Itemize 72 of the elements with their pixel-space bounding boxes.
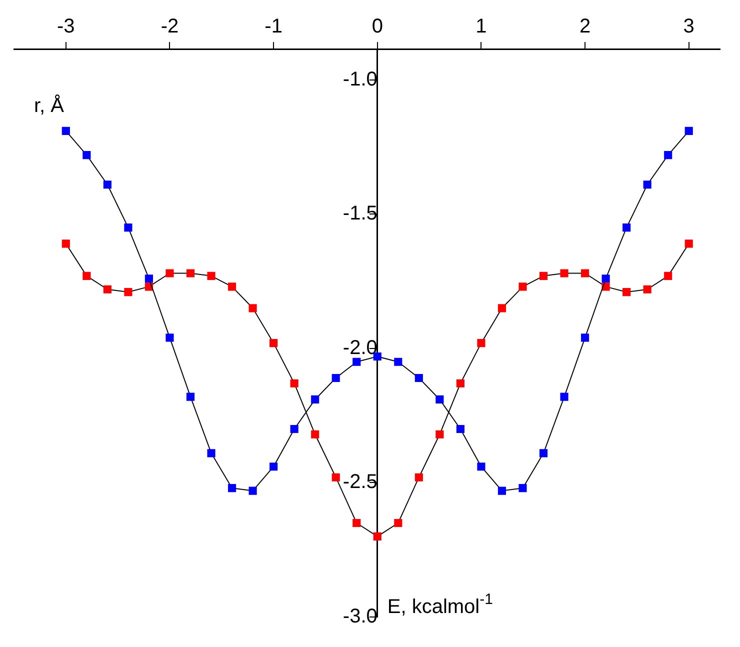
y-axis-title: r, Å — [34, 94, 65, 117]
point — [207, 449, 216, 458]
point — [643, 285, 652, 294]
point — [311, 430, 320, 438]
point — [456, 379, 464, 388]
point — [207, 272, 216, 280]
point — [560, 392, 568, 401]
point — [477, 339, 486, 348]
point — [436, 395, 444, 404]
point — [82, 151, 91, 160]
point — [477, 462, 486, 471]
point — [352, 358, 361, 366]
y-tick-label: -3.0 — [342, 606, 378, 628]
point — [228, 282, 236, 291]
point — [186, 392, 195, 401]
point — [332, 473, 340, 482]
point — [124, 224, 132, 232]
point — [664, 272, 672, 280]
point — [82, 272, 91, 280]
point — [456, 424, 464, 434]
x-tick-label: -2 — [160, 16, 179, 38]
point — [414, 473, 423, 482]
point — [414, 374, 423, 382]
point — [186, 269, 195, 278]
point — [248, 486, 257, 495]
point — [602, 274, 610, 283]
point — [498, 486, 506, 495]
point — [311, 395, 320, 404]
point — [270, 339, 278, 348]
point — [144, 274, 154, 283]
point — [664, 151, 672, 160]
point — [518, 282, 527, 291]
point — [373, 532, 382, 540]
x-tick-label: 1 — [476, 16, 487, 38]
y-tick-label: -1.0 — [342, 68, 378, 90]
x-tick-label: 3 — [683, 16, 694, 38]
point — [166, 269, 174, 278]
point — [103, 180, 112, 189]
point — [290, 424, 298, 434]
point — [394, 358, 402, 366]
x-tick-label: -3 — [57, 16, 75, 38]
point — [684, 240, 693, 248]
y-tick-label: -1.5 — [342, 202, 378, 225]
x-tick-label: 0 — [372, 16, 383, 38]
point — [290, 379, 298, 388]
point — [103, 285, 112, 294]
point — [248, 304, 257, 312]
point — [539, 449, 548, 458]
point — [332, 374, 340, 382]
point — [539, 272, 548, 280]
point — [124, 288, 132, 296]
point — [622, 224, 631, 232]
point — [166, 334, 174, 342]
point — [580, 269, 590, 278]
point — [394, 518, 402, 528]
point — [436, 430, 444, 438]
point — [228, 484, 236, 492]
y-tick-label: -2.0 — [342, 336, 378, 359]
point — [498, 304, 506, 312]
point — [62, 126, 70, 135]
point — [684, 126, 693, 135]
point — [518, 484, 527, 492]
y-tick-label: -2.5 — [342, 471, 378, 494]
point — [580, 334, 590, 342]
point — [622, 288, 631, 296]
point — [62, 240, 70, 248]
x-tick-label: 2 — [579, 16, 591, 38]
point — [270, 462, 278, 471]
x-tick-label: -1 — [264, 16, 282, 38]
point — [643, 180, 652, 189]
point — [352, 518, 361, 528]
point — [560, 269, 568, 278]
